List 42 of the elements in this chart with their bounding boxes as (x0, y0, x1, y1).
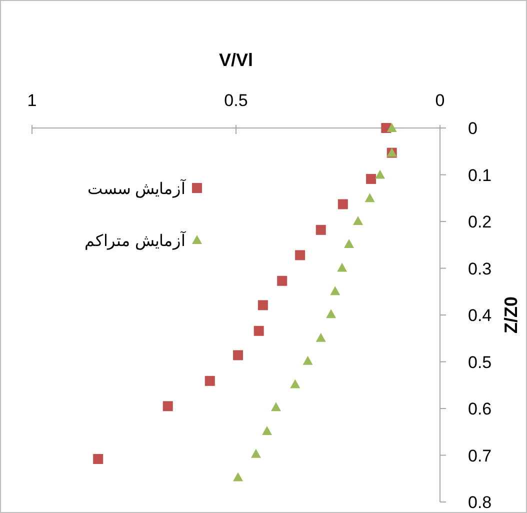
y-tick-label: 0.5 (468, 352, 492, 372)
x-tick-label: 1 (27, 91, 37, 110)
point (326, 309, 336, 318)
x-tick-label: 0.5 (224, 91, 248, 110)
point (366, 174, 376, 184)
y-tick-label: 0.4 (468, 306, 492, 325)
y-tick-label: 0.6 (468, 400, 492, 418)
point (93, 454, 104, 464)
y-axis-title: Z/Z0 (501, 296, 521, 334)
point (375, 170, 386, 179)
point (386, 123, 397, 132)
point (277, 276, 288, 286)
y-tick-label: 0.7 (468, 446, 492, 466)
point (162, 401, 173, 412)
point (316, 332, 326, 342)
y-tick-label: 0.3 (468, 259, 492, 278)
legend-label: آزمایش سست (88, 178, 187, 198)
legend-label: آزمایش متراکم (84, 230, 187, 250)
point (254, 326, 264, 336)
x-axis-title: V/Vl (218, 50, 254, 70)
point (258, 300, 268, 310)
point (233, 472, 244, 482)
point (316, 224, 326, 235)
point (352, 216, 363, 226)
y-tick-label: 0.8 (468, 493, 492, 512)
y-tick-label: 0 (468, 119, 478, 138)
point (338, 199, 348, 210)
point (290, 379, 300, 388)
point (302, 356, 313, 365)
y-tick-label: 0.2 (468, 212, 492, 232)
point (344, 238, 354, 248)
x-tick-label: 0 (435, 91, 445, 110)
point (233, 350, 244, 360)
point (295, 250, 306, 260)
point (337, 262, 348, 272)
y-tick-label: 0.1 (468, 166, 492, 185)
point (330, 286, 340, 296)
point (262, 426, 272, 435)
point (270, 402, 281, 412)
point (364, 193, 375, 202)
point (250, 448, 261, 458)
point (204, 376, 215, 386)
